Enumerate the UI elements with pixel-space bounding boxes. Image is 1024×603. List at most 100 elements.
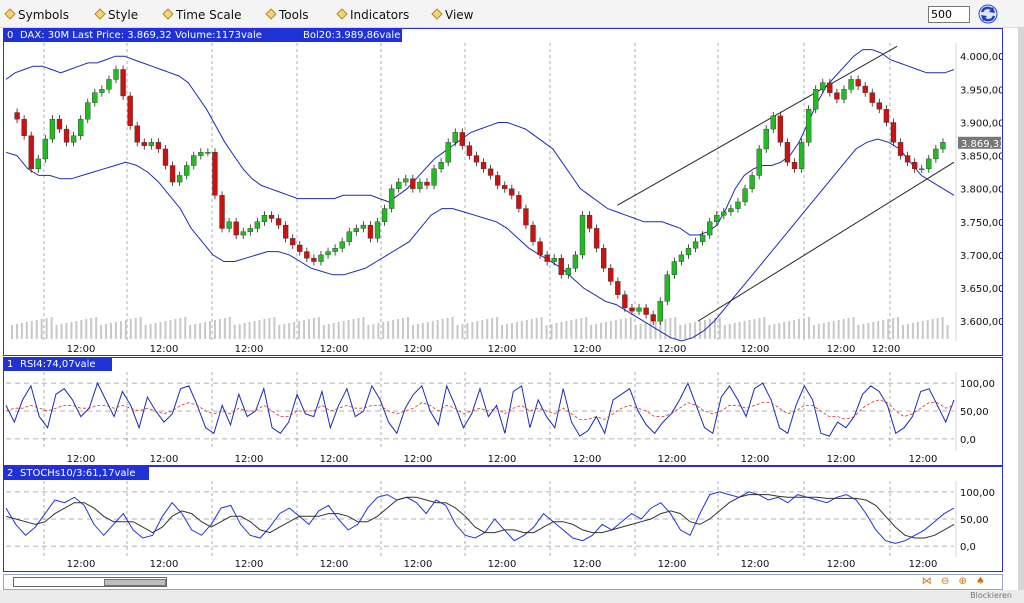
x-tick-label: 12:00 xyxy=(488,344,517,355)
candle-down xyxy=(120,69,126,97)
candle-up xyxy=(572,254,579,269)
candle-up xyxy=(798,142,805,170)
scroll-bar-container xyxy=(3,574,1003,590)
candle-up xyxy=(99,89,105,93)
candle-down xyxy=(169,165,176,183)
candle-up xyxy=(551,258,557,262)
candle-up xyxy=(671,261,678,275)
bar-count-input[interactable] xyxy=(928,6,970,23)
candle-up xyxy=(714,214,720,223)
candle-down xyxy=(586,214,593,229)
x-tick-label: 12:00 xyxy=(573,344,602,355)
status-bar: Blockieren xyxy=(0,590,1024,603)
candle-down xyxy=(537,241,543,256)
y-tick-label: 100,00 xyxy=(960,488,995,499)
y-tick-label: 3.900,00 xyxy=(960,118,1002,129)
menu-time-scale[interactable]: Time Scale xyxy=(162,8,241,22)
x-tick-label: 12:00 xyxy=(909,454,938,465)
candle-up xyxy=(247,228,253,232)
candle-down xyxy=(869,92,875,103)
candle-down xyxy=(21,118,27,136)
stoch-chart[interactable]: 0,0 50,00 100,00 12:00 12:00 12:00 12:00 12:00 1… xyxy=(4,467,1002,571)
candle-up xyxy=(35,158,41,170)
candle-down xyxy=(530,224,536,242)
price-chart[interactable]: 3.600,00 3.650,00 3.700,00 3.750,00 3.800,00… xyxy=(4,29,1002,355)
candle-down xyxy=(459,132,466,146)
candle-down xyxy=(219,195,225,229)
candle-up xyxy=(191,155,197,166)
candle-up xyxy=(636,307,642,312)
candle-down xyxy=(466,145,473,156)
candle-up xyxy=(176,175,183,183)
menu-tools[interactable]: Tools xyxy=(265,8,309,22)
x-tick-label: 12:00 xyxy=(827,454,856,465)
x-tick-label: 12:00 xyxy=(741,344,770,355)
candle-down xyxy=(282,224,289,239)
candle-down xyxy=(304,251,310,259)
candle-up xyxy=(919,168,925,171)
candle-down xyxy=(275,218,282,226)
rsi-panel: 1 RSI4:74,07vale 0,0 50,00 100,00 12:00 12:0… xyxy=(3,357,1003,466)
vertical-scrollbar[interactable] xyxy=(1018,27,1024,603)
candle-up xyxy=(346,231,352,242)
x-tick-label: 12:00 xyxy=(150,559,179,570)
zoom-controls[interactable]: ⋈ ⊖ ⊕ ♠ xyxy=(921,576,988,587)
panel-index: 2 xyxy=(4,467,17,480)
candle-up xyxy=(707,221,713,236)
candle-down xyxy=(601,248,607,269)
x-tick-label: 12:00 xyxy=(235,344,264,355)
candle-up xyxy=(848,79,854,90)
refresh-icon xyxy=(978,4,998,24)
candle-down xyxy=(473,155,480,163)
candle-up xyxy=(113,69,119,80)
diamond-icon xyxy=(162,8,174,20)
candle-down xyxy=(56,118,63,130)
bollinger-lower xyxy=(5,138,955,342)
candle-up xyxy=(657,301,663,322)
menu-symbols[interactable]: Symbols xyxy=(4,8,69,22)
candle-up xyxy=(579,214,586,256)
candle-up xyxy=(205,152,211,154)
candle-up xyxy=(805,109,812,143)
candle-up xyxy=(926,158,932,170)
y-tick-label: 3.950,00 xyxy=(960,85,1002,96)
y-tick-label: 3.700,00 xyxy=(960,251,1002,262)
candle-up xyxy=(692,241,699,249)
candle-down xyxy=(127,95,133,126)
candle-down xyxy=(233,221,239,236)
candle-down xyxy=(558,258,564,275)
candle-up xyxy=(360,224,367,229)
x-tick-label: 12:00 xyxy=(67,454,96,465)
y-tick-label: 3.850,00 xyxy=(960,152,1002,163)
candle-up xyxy=(452,132,458,143)
x-tick-label: 12:00 xyxy=(67,344,96,355)
candle-up xyxy=(396,181,402,189)
menu-style[interactable]: Style xyxy=(94,8,138,22)
candle-up xyxy=(742,188,748,203)
menu-view[interactable]: View xyxy=(431,8,473,22)
menu-indicators[interactable]: Indicators xyxy=(336,8,409,22)
candle-down xyxy=(290,238,296,246)
candle-down xyxy=(862,85,868,93)
candle-up xyxy=(721,211,727,216)
candle-up xyxy=(664,274,670,302)
panel-index: 1 xyxy=(4,358,17,371)
candle-up xyxy=(381,208,388,223)
candle-down xyxy=(834,92,840,100)
x-tick-label: 12:00 xyxy=(404,454,433,465)
candle-down xyxy=(544,254,550,262)
candle-down xyxy=(643,307,649,315)
candle-down xyxy=(622,294,628,309)
candle-down xyxy=(876,102,882,110)
candle-up xyxy=(49,118,56,140)
x-tick-label: 12:00 xyxy=(235,559,264,570)
horizontal-scrollbar[interactable] xyxy=(13,577,167,587)
candle-down xyxy=(212,152,218,196)
scroll-thumb[interactable] xyxy=(104,579,166,586)
diamond-icon xyxy=(336,8,348,20)
candle-down xyxy=(424,181,430,186)
candle-down xyxy=(516,195,522,209)
refresh-button[interactable] xyxy=(976,3,1000,25)
candle-up xyxy=(388,188,395,209)
